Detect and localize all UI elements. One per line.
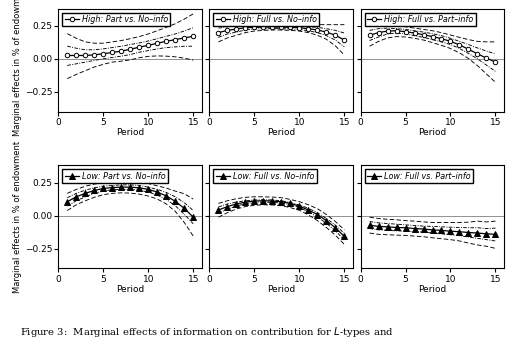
Y-axis label: Marginal effects in % of endowment: Marginal effects in % of endowment bbox=[13, 141, 22, 293]
X-axis label: Period: Period bbox=[418, 285, 447, 294]
Legend: Low: Full vs. No–info: Low: Full vs. No–info bbox=[213, 169, 316, 183]
Text: Figure 3:  Marginal effects of information on contribution for $\mathit{L}$-type: Figure 3: Marginal effects of informatio… bbox=[20, 325, 394, 339]
X-axis label: Period: Period bbox=[116, 285, 144, 294]
Legend: High: Full vs. Part–info: High: Full vs. Part–info bbox=[365, 13, 476, 26]
X-axis label: Period: Period bbox=[418, 128, 447, 137]
X-axis label: Period: Period bbox=[267, 128, 296, 137]
X-axis label: Period: Period bbox=[116, 128, 144, 137]
Y-axis label: Marginal effects in % of endowment: Marginal effects in % of endowment bbox=[13, 0, 22, 136]
Legend: High: Full vs. No–info: High: Full vs. No–info bbox=[213, 13, 319, 26]
Legend: Low: Full vs. Part–info: Low: Full vs. Part–info bbox=[365, 169, 473, 183]
X-axis label: Period: Period bbox=[267, 285, 296, 294]
Legend: High: Part vs. No–info: High: Part vs. No–info bbox=[62, 13, 170, 26]
Legend: Low: Part vs. No–info: Low: Part vs. No–info bbox=[62, 169, 168, 183]
